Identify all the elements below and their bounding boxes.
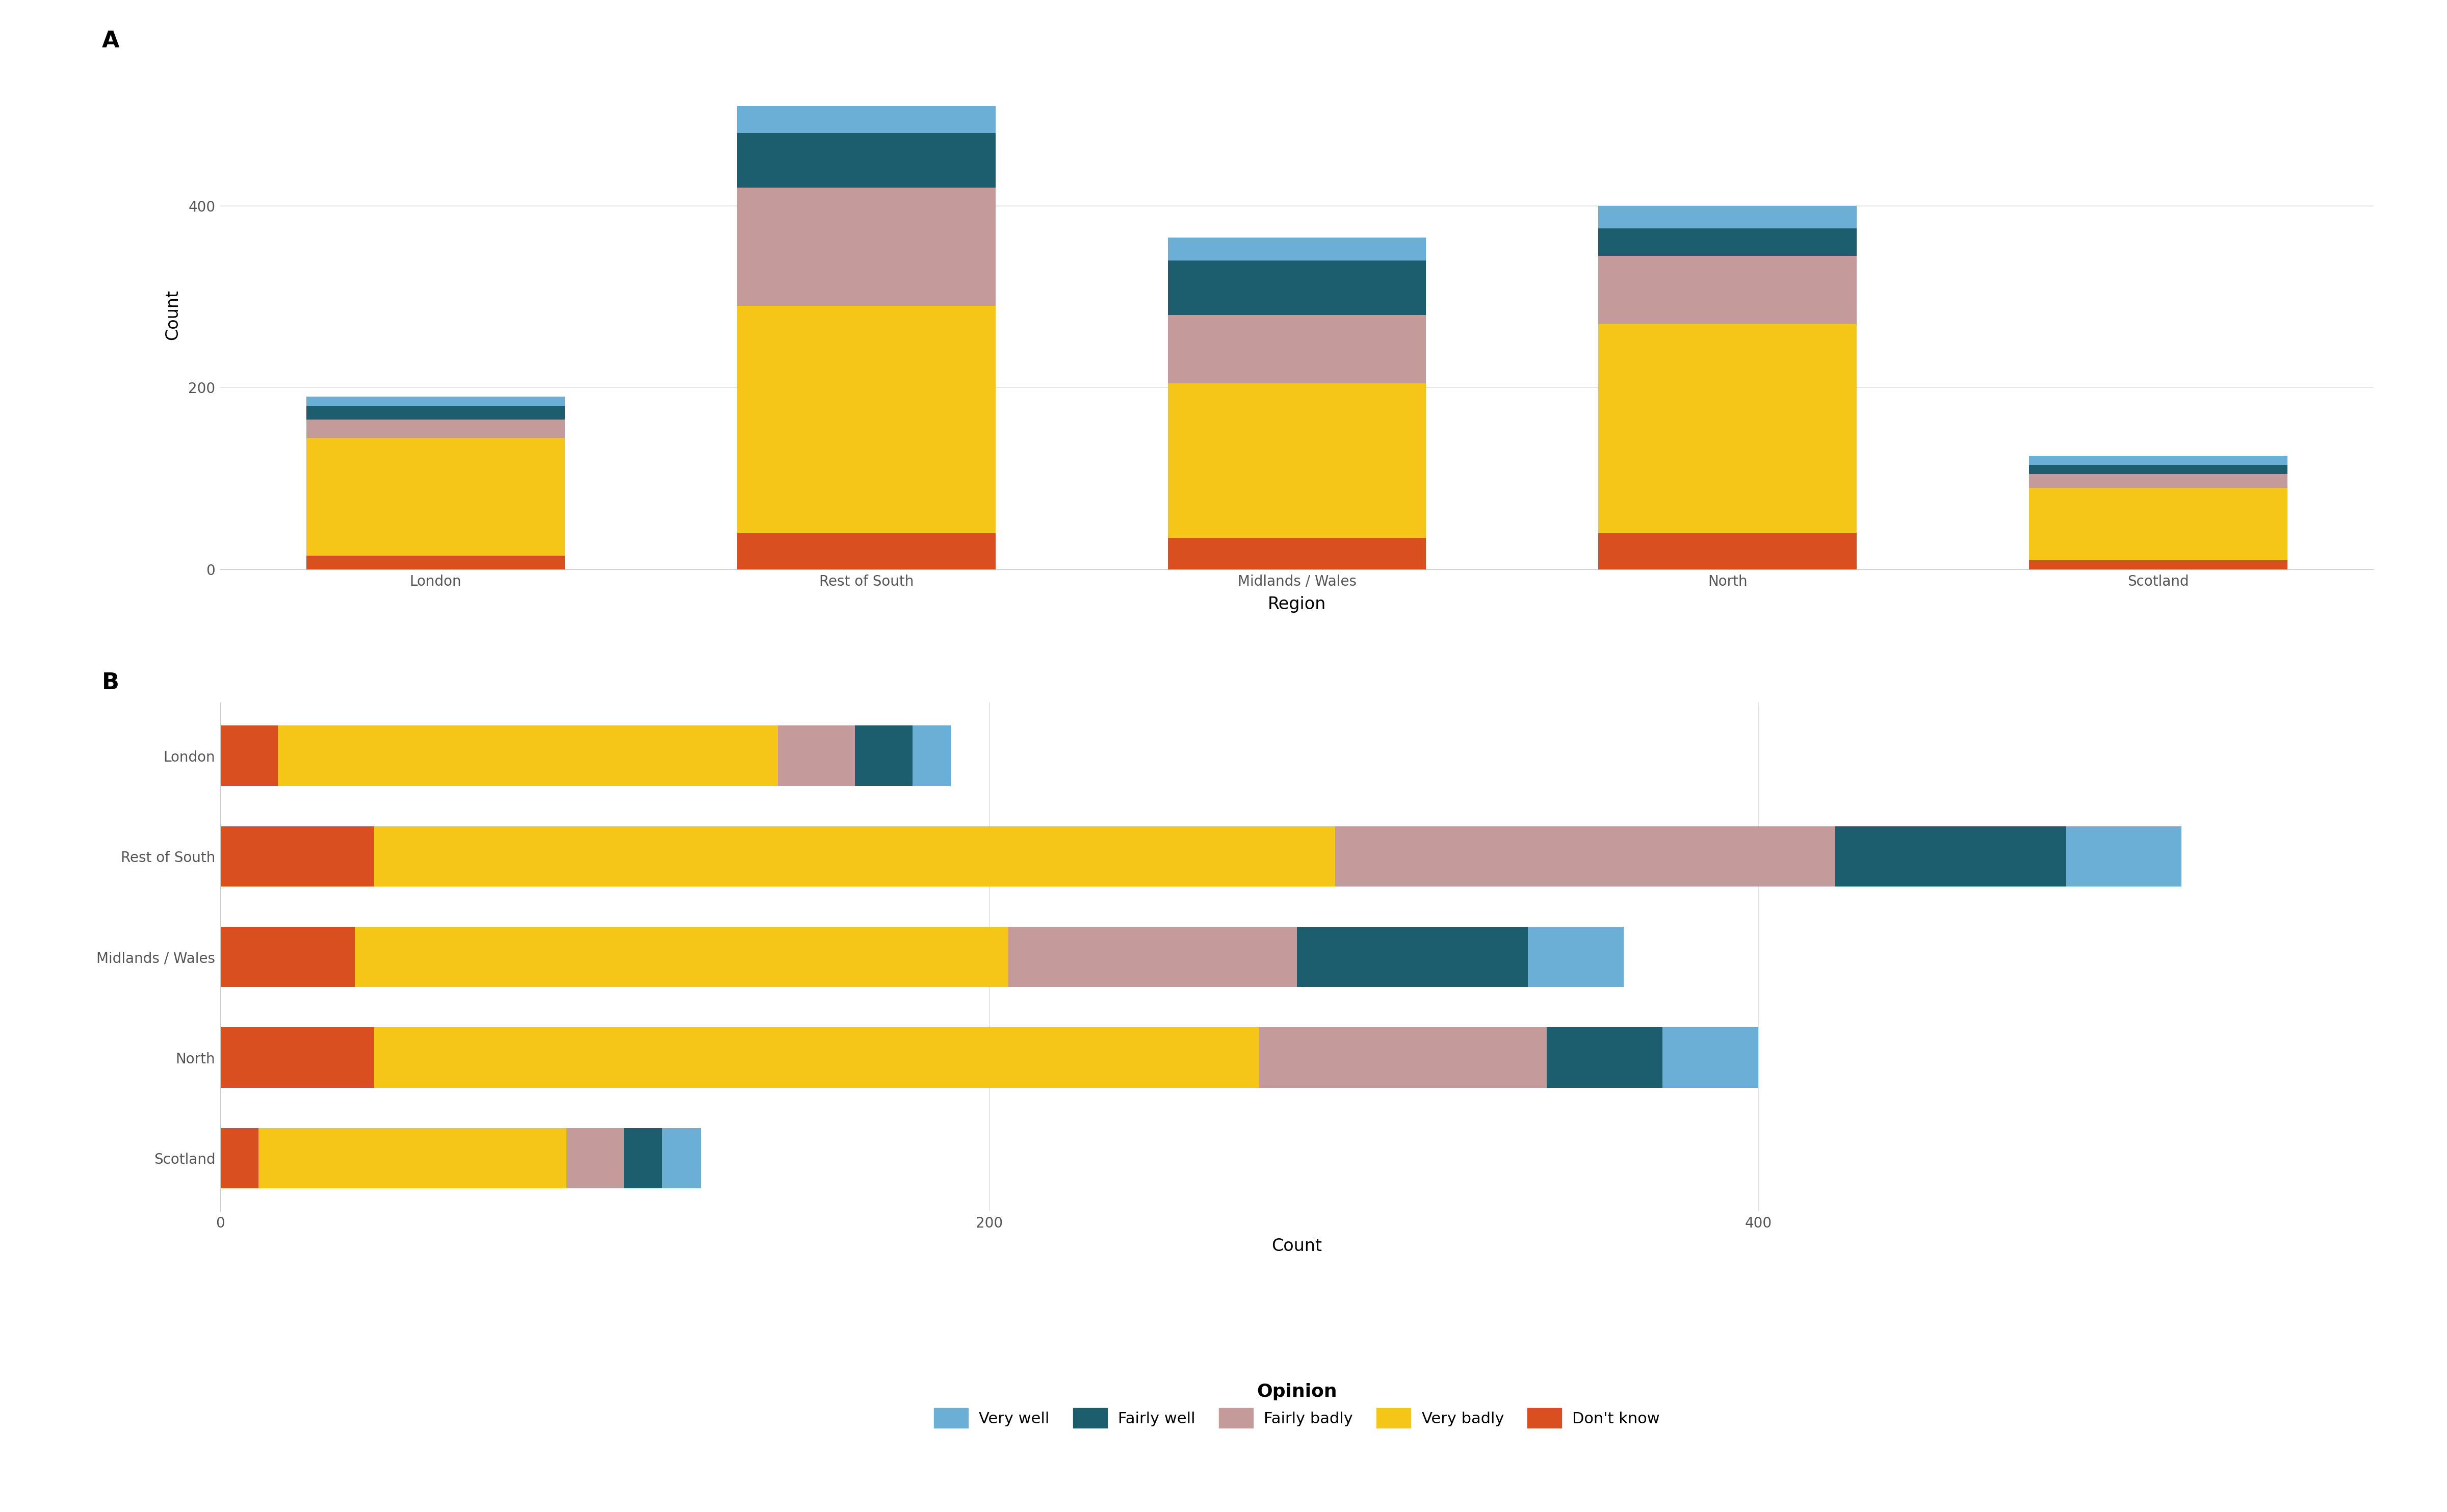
Bar (1167, 383, 1427, 538)
Bar (1167, 260, 1427, 314)
Bar (1598, 534, 1857, 570)
Bar (1336, 826, 1835, 886)
Bar (220, 1027, 374, 1087)
Bar (1258, 1027, 1547, 1087)
Bar (737, 534, 996, 570)
X-axis label: Region: Region (1268, 596, 1326, 612)
Bar (624, 1128, 663, 1188)
Bar (374, 826, 1336, 886)
Bar (306, 437, 565, 556)
Bar (737, 187, 996, 305)
Bar (1167, 237, 1427, 260)
Bar (737, 133, 996, 187)
Bar (2029, 561, 2288, 570)
Bar (1297, 927, 1527, 987)
Bar (306, 405, 565, 419)
Bar (306, 556, 565, 570)
Legend: Very well, Fairly well, Fairly badly, Very badly, Don't know: Very well, Fairly well, Fairly badly, Ve… (925, 1376, 1669, 1436)
Bar (1835, 826, 2065, 886)
Bar (2029, 488, 2288, 561)
Bar (374, 1027, 1258, 1087)
Bar (663, 1128, 700, 1188)
X-axis label: Count: Count (1272, 1238, 1321, 1255)
Bar (2065, 826, 2180, 886)
Bar (1547, 1027, 1662, 1087)
Bar (2029, 475, 2288, 488)
Bar (737, 106, 996, 133)
Bar (737, 305, 996, 534)
Bar (220, 826, 374, 886)
Text: A: A (103, 30, 120, 51)
Bar (1598, 228, 1857, 256)
Bar (1662, 1027, 1759, 1087)
Text: B: B (103, 671, 120, 694)
Bar (2029, 455, 2288, 466)
Bar (259, 1128, 565, 1188)
Bar (1598, 324, 1857, 534)
Bar (306, 419, 565, 437)
Bar (279, 726, 778, 786)
Bar (778, 726, 854, 786)
Bar (1167, 314, 1427, 383)
Bar (1167, 538, 1427, 570)
Bar (2029, 466, 2288, 475)
Bar (355, 927, 1008, 987)
Bar (565, 1128, 624, 1188)
Bar (854, 726, 913, 786)
Bar (306, 396, 565, 405)
Bar (1598, 206, 1857, 228)
Bar (220, 1128, 259, 1188)
Bar (1527, 927, 1625, 987)
Bar (1008, 927, 1297, 987)
Bar (220, 726, 279, 786)
Y-axis label: Count: Count (164, 290, 181, 340)
Bar (1598, 256, 1857, 324)
Bar (913, 726, 952, 786)
Bar (220, 927, 355, 987)
